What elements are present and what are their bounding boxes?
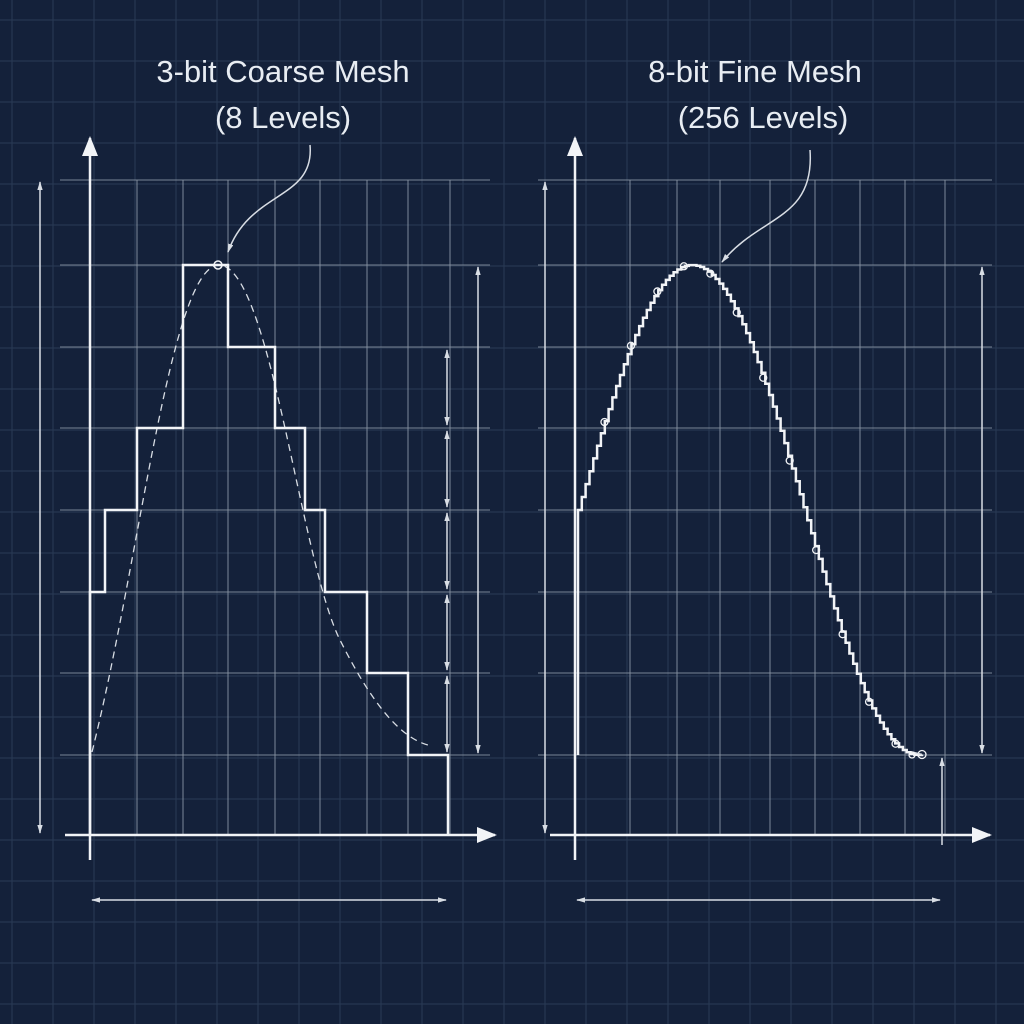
sample-point (891, 739, 900, 748)
panel-subtitle: (256 Levels) (678, 100, 849, 135)
sample-point (679, 262, 688, 271)
sample-point (838, 630, 847, 639)
coarse-steps (88, 263, 450, 835)
sample-point (600, 417, 609, 427)
panel-subtitle: (8 Levels) (215, 100, 351, 135)
sample-point (864, 697, 874, 706)
sample-point (759, 373, 768, 382)
sample-points (600, 262, 927, 760)
sample-point (917, 749, 927, 760)
sample-point (785, 456, 794, 465)
sample-point (706, 269, 715, 278)
panel-title: 3-bit Coarse Mesh (156, 54, 409, 89)
sample-point (812, 545, 821, 555)
panel-title: 8-bit Fine Mesh (648, 54, 862, 89)
fine-steps (576, 263, 924, 757)
peak-marker (213, 260, 223, 270)
callout-arrow (227, 144, 311, 253)
sample-point (653, 287, 662, 296)
sample-point (908, 751, 916, 759)
sample-point (626, 341, 636, 350)
sample-point (732, 308, 741, 317)
analog-curve (91, 264, 433, 753)
callout-arrow (721, 149, 811, 263)
